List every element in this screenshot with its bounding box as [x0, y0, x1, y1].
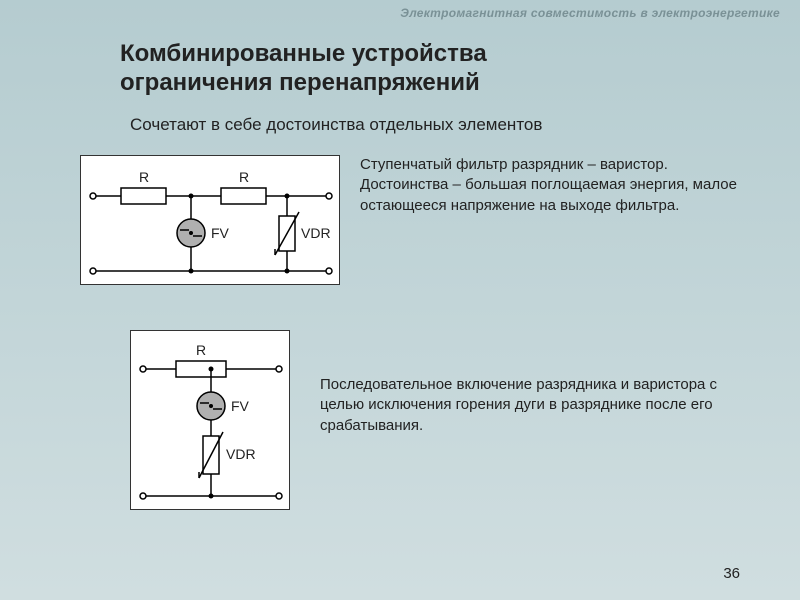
svg-text:FV: FV	[211, 225, 230, 241]
description-1: Ступенчатый фильтр разрядник – варистор.…	[360, 155, 740, 216]
header-subtitle: Электромагнитная совместимость в электро…	[400, 6, 780, 20]
page-title: Комбинированные устройства ограничения п…	[120, 40, 487, 98]
circuit-svg-1: R R FV VDR	[81, 156, 341, 286]
svg-text:VDR: VDR	[301, 225, 331, 241]
title-line1: Комбинированные устройства	[120, 40, 487, 67]
svg-text:R: R	[139, 169, 149, 185]
circuit-diagram-2: R FV VDR	[130, 330, 290, 510]
circuit-diagram-1: R R FV VDR	[80, 155, 340, 285]
circuit-svg-2: R FV VDR	[131, 331, 291, 511]
page-subtitle: Сочетают в себе достоинства отдельных эл…	[130, 115, 542, 135]
page-number: 36	[723, 565, 740, 582]
svg-text:R: R	[196, 342, 206, 358]
svg-text:R: R	[239, 169, 249, 185]
svg-text:FV: FV	[231, 398, 250, 414]
description-2: Последовательное включение разрядника и …	[320, 375, 750, 436]
svg-text:VDR: VDR	[226, 446, 256, 462]
title-line2: ограничения перенапряжений	[120, 69, 480, 96]
